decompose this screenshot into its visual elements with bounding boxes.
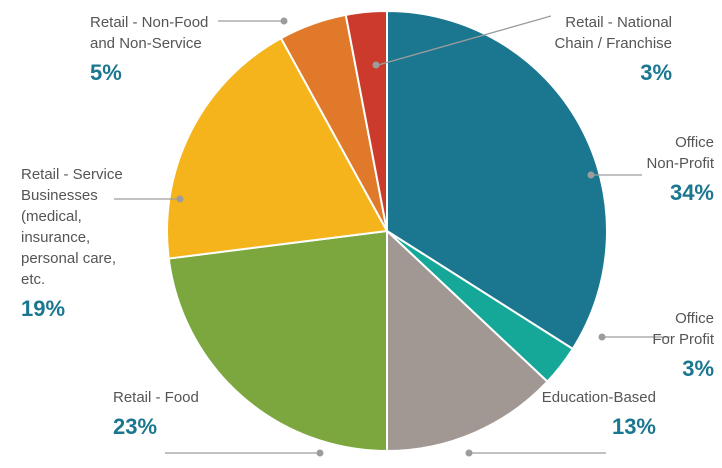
slice-label: Retail - Food: [113, 389, 199, 406]
leader-dot: [176, 195, 184, 203]
slice-percent: 3%: [682, 356, 714, 381]
pie-slice: [386, 9, 608, 351]
slice-label: Office: [675, 310, 714, 327]
slice-label: etc.: [21, 271, 45, 288]
slice-label: Retail - Non-Food: [90, 14, 208, 31]
pie-slice: [386, 228, 549, 453]
slice-label: For Profit: [652, 331, 715, 348]
leader-dot: [465, 449, 473, 457]
slice-label: Non-Profit: [646, 155, 714, 172]
slice-percent: 23%: [113, 414, 157, 439]
leader-dot: [372, 61, 380, 69]
slice-label: Businesses: [21, 187, 98, 204]
leader-dot: [316, 449, 324, 457]
slice-label: personal care,: [21, 250, 116, 267]
leader-dot: [280, 17, 288, 25]
slice-label: Retail - Service: [21, 166, 123, 183]
slice-label: Retail - National: [565, 14, 672, 31]
slice-label: Education-Based: [542, 389, 656, 406]
slice-label: insurance,: [21, 229, 90, 246]
slice-label: (medical,: [21, 208, 82, 225]
slice-percent: 3%: [640, 60, 672, 85]
leader-line: [377, 15, 552, 66]
slice-percent: 34%: [670, 180, 714, 205]
pie-slices: [166, 9, 608, 453]
leader-dot: [598, 333, 606, 341]
slice-percent: 13%: [612, 414, 656, 439]
pie-slice: [167, 229, 388, 453]
pie-labels: Office Non-Profit 34% Office For Profit 3% Edu…: [21, 14, 715, 457]
pie-slice: [166, 36, 389, 260]
slice-percent: 19%: [21, 296, 65, 321]
slice-percent: 5%: [90, 60, 122, 85]
slice-label: Chain / Franchise: [554, 35, 672, 52]
slice-label: and Non-Service: [90, 35, 202, 52]
slice-label: Office: [675, 134, 714, 151]
leader-dot: [587, 171, 595, 179]
